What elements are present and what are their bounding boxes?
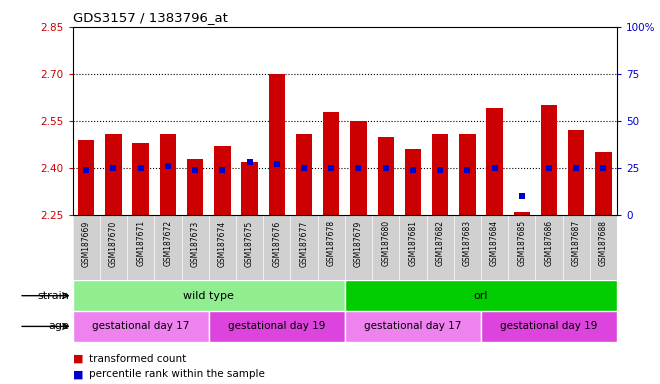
Text: GSM187673: GSM187673 (191, 220, 199, 266)
Bar (296, 134, 312, 215)
Bar (350, 121, 366, 215)
Text: age: age (48, 321, 69, 331)
Text: GSM187676: GSM187676 (273, 220, 281, 266)
Bar (432, 134, 448, 215)
Text: GSM187669: GSM187669 (82, 220, 90, 266)
Bar (378, 137, 394, 215)
Text: GSM187683: GSM187683 (463, 220, 472, 266)
Bar (214, 146, 230, 215)
Text: gestational day 17: gestational day 17 (364, 321, 461, 331)
Bar (133, 143, 148, 215)
Text: ■: ■ (73, 354, 86, 364)
Bar (541, 105, 557, 215)
Bar (595, 152, 612, 215)
Bar (345, 311, 481, 342)
Text: GSM187679: GSM187679 (354, 220, 363, 266)
Text: GSM187686: GSM187686 (544, 220, 554, 266)
Text: GSM187670: GSM187670 (109, 220, 118, 266)
Bar (481, 311, 617, 342)
Text: strain: strain (38, 291, 69, 301)
Text: GSM187688: GSM187688 (599, 220, 608, 266)
Text: GSM187675: GSM187675 (245, 220, 254, 266)
Text: gestational day 19: gestational day 19 (500, 321, 598, 331)
Bar (242, 162, 257, 215)
Text: GSM187681: GSM187681 (409, 220, 417, 266)
Bar (486, 108, 503, 215)
Bar (269, 74, 285, 215)
Text: GDS3157 / 1383796_at: GDS3157 / 1383796_at (73, 11, 228, 24)
Text: GSM187671: GSM187671 (136, 220, 145, 266)
Text: GSM187672: GSM187672 (164, 220, 172, 266)
Bar (568, 130, 585, 215)
Bar (459, 134, 475, 215)
Bar (323, 111, 339, 215)
Text: wild type: wild type (183, 291, 234, 301)
Bar (513, 212, 530, 215)
Text: GSM187677: GSM187677 (300, 220, 308, 266)
Bar (209, 311, 345, 342)
Bar (345, 280, 617, 311)
Bar (73, 280, 345, 311)
Text: GSM187674: GSM187674 (218, 220, 227, 266)
Text: GSM187685: GSM187685 (517, 220, 526, 266)
Text: orl: orl (474, 291, 488, 301)
Text: GSM187687: GSM187687 (572, 220, 581, 266)
Text: GSM187682: GSM187682 (436, 220, 445, 266)
Bar (78, 140, 94, 215)
Text: GSM187678: GSM187678 (327, 220, 336, 266)
Text: GSM187680: GSM187680 (381, 220, 390, 266)
Bar (105, 134, 121, 215)
Text: percentile rank within the sample: percentile rank within the sample (89, 369, 265, 379)
Bar (160, 134, 176, 215)
Text: gestational day 17: gestational day 17 (92, 321, 189, 331)
Bar (405, 149, 421, 215)
Bar (187, 159, 203, 215)
Text: GSM187684: GSM187684 (490, 220, 499, 266)
Bar (73, 311, 209, 342)
Text: transformed count: transformed count (89, 354, 186, 364)
Text: gestational day 19: gestational day 19 (228, 321, 325, 331)
Text: ■: ■ (73, 369, 86, 379)
